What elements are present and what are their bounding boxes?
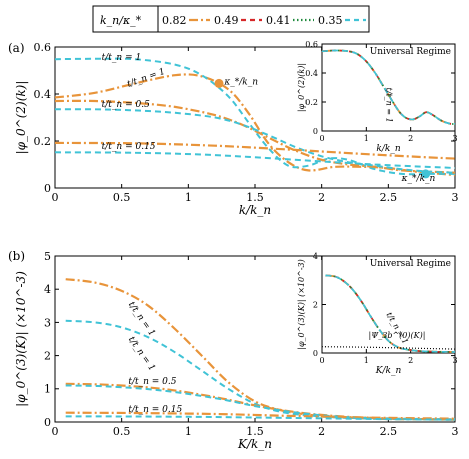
x-tick-label: 2	[408, 356, 413, 365]
series-line-cyan	[54, 151, 456, 169]
legend-label: 0.35	[318, 14, 343, 27]
annotation-label: κ_*/k_n	[223, 78, 258, 88]
x-tick-label: 0	[319, 356, 324, 365]
legend-label: 0.82	[162, 14, 187, 27]
legend-label: 0.41	[266, 14, 291, 27]
x-tick-label: 2.5	[380, 425, 398, 438]
x-tick-label: 1.5	[246, 191, 264, 204]
annotation-label: t/t_n = 1	[102, 53, 142, 63]
legend-items: 0.82 0.49 0.41 0.35	[162, 14, 366, 27]
data-marker	[214, 78, 224, 88]
x-axis-label: k/k_n	[376, 144, 400, 154]
x-tick-label: 3	[452, 356, 457, 365]
series-line-cyan	[54, 108, 456, 174]
x-tick-label: 1	[185, 425, 192, 438]
y-tick-label: 0	[44, 416, 51, 429]
panel-label-a: (a)	[8, 41, 25, 55]
plot-frame	[321, 43, 456, 132]
series-line-orange	[65, 411, 456, 420]
y-tick-label: 2	[313, 300, 318, 309]
legend-frame	[92, 5, 370, 33]
series-line-orange	[65, 278, 456, 421]
x-tick-label: 1	[364, 134, 369, 143]
x-tick-label: 2	[318, 191, 325, 204]
x-axis-label: K/k_n	[375, 366, 402, 376]
y-tick-label: 3	[44, 316, 51, 329]
y-tick-label: 0	[313, 127, 318, 136]
annotation-label: |Ψ_3b^(0)(K)|	[369, 331, 426, 340]
annotation-label: t/t_n = 0.5	[102, 100, 150, 110]
x-tick-label: 0	[52, 425, 59, 438]
y-tick-label: 4	[44, 283, 51, 296]
annotation-label: t/t_n = 0.15	[128, 405, 182, 415]
series-line-orange	[54, 141, 456, 160]
series-line-dot	[321, 346, 456, 350]
series-line-cyan	[321, 49, 456, 125]
y-axis-label: |φ_0^(2)(k)|	[297, 63, 306, 112]
legend-label: 0.49	[214, 14, 239, 27]
x-tick-label: 2	[318, 425, 325, 438]
panel-a-inset-chart: 0 1 2 3 0 0.2 0.4 0.6 t/t_n = 1 Universal Regime k…	[297, 40, 458, 154]
panel-label-b: (b)	[8, 249, 25, 263]
x-tick-label: 3	[452, 425, 459, 438]
annotation-label: t/t_n = 0.15	[102, 142, 156, 152]
x-tick-label: 0	[52, 191, 59, 204]
x-tick-label: 3	[452, 134, 457, 143]
y-axis-label: |φ_0^(3)(K)| (×10^-3)	[14, 271, 28, 407]
x-tick-label: 0	[319, 134, 324, 143]
annotation-label: κ_*/k_n	[401, 174, 436, 184]
y-tick-label: 0.6	[34, 41, 52, 54]
x-tick-label: 0.5	[113, 191, 131, 204]
y-tick-label: 0.2	[34, 135, 52, 148]
legend: k_n/κ_* 0.82 0.49 0.41 0.35	[92, 5, 370, 33]
x-tick-label: 2.5	[380, 191, 398, 204]
series-line-cyan	[65, 415, 456, 421]
x-tick-label: 0.5	[113, 425, 131, 438]
x-tick-label: 2	[408, 134, 413, 143]
y-tick-label: 0	[44, 182, 51, 195]
y-tick-label: 0.4	[34, 88, 52, 101]
inset-title: Universal Regime	[370, 259, 451, 269]
annotation-label: t/t_n = 0.5	[128, 377, 176, 387]
data-marker	[421, 169, 431, 179]
x-tick-label: 1	[185, 191, 192, 204]
y-tick-label: 0.2	[305, 98, 318, 107]
inset-title: Universal Regime	[370, 47, 451, 57]
y-tick-label: 0	[313, 349, 318, 358]
annotation-label: t/t_n = 1	[384, 88, 393, 123]
y-tick-label: 4	[313, 252, 318, 261]
x-axis-label: K/k_n	[237, 437, 272, 451]
x-tick-label: 1	[364, 356, 369, 365]
y-tick-label: 5	[44, 250, 51, 263]
x-tick-label: 1.5	[246, 425, 264, 438]
y-tick-label: 0.4	[305, 69, 318, 78]
y-tick-label: 0.6	[305, 40, 318, 49]
y-axis-label: |φ_0^(2)(k)|	[14, 81, 28, 155]
y-tick-label: 1	[44, 383, 51, 396]
series-line-orange	[54, 73, 456, 177]
series-line-orange	[54, 99, 456, 174]
x-axis-label: k/k_n	[239, 203, 271, 217]
series-line-cyan	[65, 319, 456, 421]
x-tick-label: 3	[452, 191, 459, 204]
y-tick-label: 2	[44, 349, 51, 362]
y-axis-label: |φ_0^(3)(K)| (×10^-3)	[297, 259, 306, 350]
legend-header: k_n/κ_*	[100, 14, 142, 27]
series-line-cyan	[325, 274, 456, 353]
